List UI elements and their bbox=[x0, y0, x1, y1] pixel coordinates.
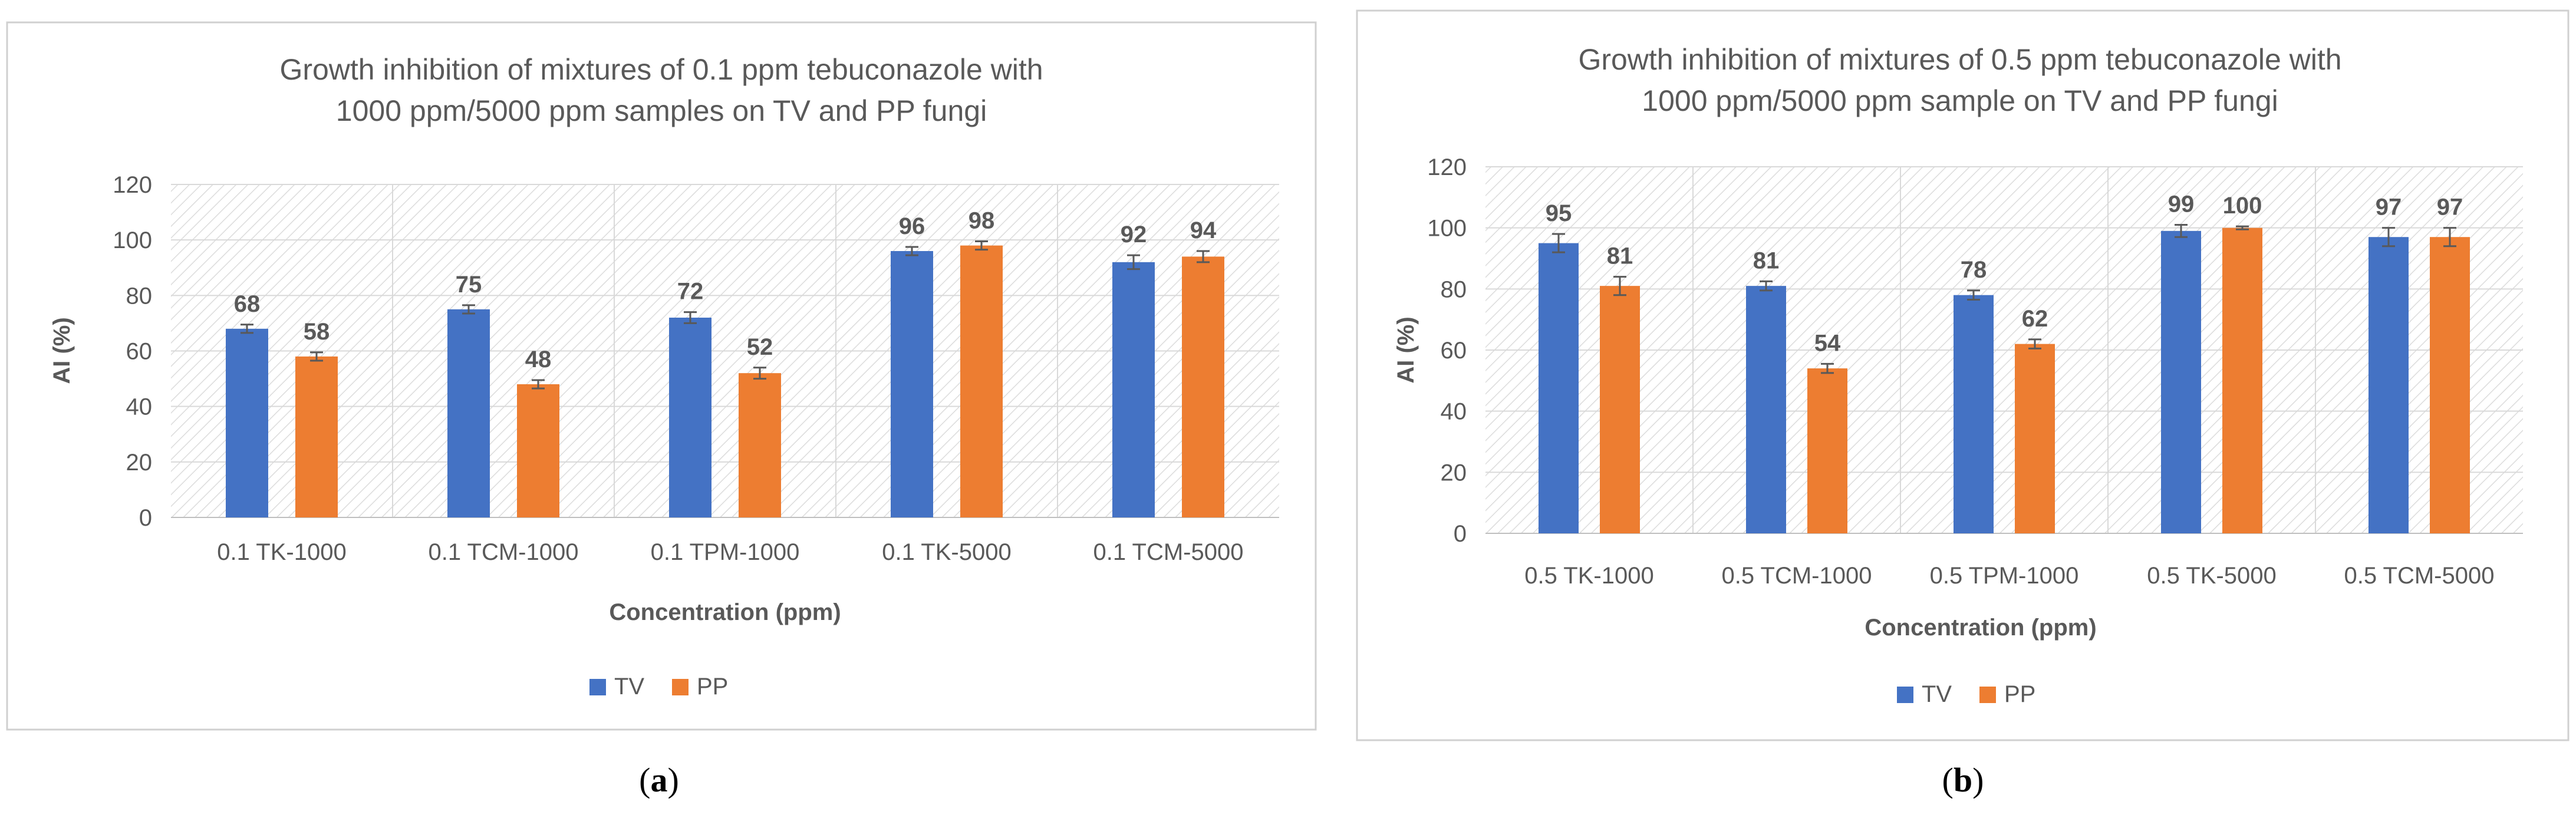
data-label: 54 bbox=[1814, 330, 1841, 356]
bar-pp bbox=[960, 245, 1003, 517]
gridlines bbox=[171, 184, 1279, 518]
caption-letter: b bbox=[1953, 761, 1973, 799]
data-label: 62 bbox=[2022, 306, 2048, 332]
data-label: 100 bbox=[2223, 193, 2262, 219]
data-label: 81 bbox=[1607, 243, 1633, 269]
category-labels: 0.5 TK-1000 0.5 TCM-1000 0.5 TPM-1000 0.5 T… bbox=[1524, 563, 2494, 589]
data-label: 97 bbox=[2376, 194, 2402, 220]
chart-title-line-2: 1000 ppm/5000 ppm sample on TV and PP fu… bbox=[1642, 84, 2278, 117]
legend-swatch-tv bbox=[589, 679, 606, 695]
bar-tv bbox=[891, 251, 933, 517]
bars: 95 81 81 54 78 62 99 100 97 97 bbox=[1539, 191, 2470, 534]
y-tick-label: 20 bbox=[1441, 460, 1467, 486]
data-label: 58 bbox=[304, 319, 330, 345]
caption-letter: a bbox=[650, 761, 668, 799]
category-label: 0.1 TPM-1000 bbox=[651, 539, 800, 565]
bar-pp bbox=[2015, 344, 2055, 533]
chart-title-line-1: Growth inhibition of mixtures of 0.1 ppm… bbox=[279, 53, 1043, 86]
data-label: 81 bbox=[1753, 248, 1780, 273]
bar-pp bbox=[1807, 368, 1847, 533]
bar-tv bbox=[669, 318, 711, 517]
bar-tv bbox=[447, 309, 490, 517]
data-label: 72 bbox=[677, 279, 704, 305]
category-label: 0.5 TPM-1000 bbox=[1930, 563, 2079, 589]
y-tick-label: 0 bbox=[139, 505, 152, 531]
bar-tv bbox=[2369, 237, 2409, 533]
data-label: 99 bbox=[2168, 191, 2195, 217]
category-label: 0.5 TCM-1000 bbox=[1722, 563, 1872, 589]
data-label: 52 bbox=[747, 334, 773, 360]
gridlines bbox=[1485, 166, 2523, 534]
category-labels: 0.1 TK-1000 0.1 TCM-1000 0.1 TPM-1000 0.1 T… bbox=[217, 539, 1243, 565]
legend-label-pp: PP bbox=[697, 674, 728, 700]
x-axis-label: Concentration (ppm) bbox=[609, 599, 841, 625]
y-tick-label: 100 bbox=[1427, 216, 1467, 242]
y-tick-label: 40 bbox=[126, 394, 153, 420]
y-tick-label: 60 bbox=[126, 339, 153, 365]
caption-a: (a) bbox=[639, 761, 679, 799]
chart-title-line-1: Growth inhibition of mixtures of 0.5 ppm… bbox=[1578, 43, 2341, 76]
y-tick-label: 120 bbox=[113, 172, 152, 198]
data-label: 68 bbox=[234, 291, 261, 317]
y-tick-label: 120 bbox=[1427, 154, 1467, 180]
category-label: 0.1 TK-1000 bbox=[217, 539, 346, 565]
bar-pp bbox=[1182, 256, 1224, 517]
legend-label-tv: TV bbox=[614, 674, 644, 700]
y-tick-label: 60 bbox=[1441, 338, 1467, 364]
y-axis-ticks: 0 20 40 60 80 100 120 bbox=[113, 172, 152, 531]
y-tick-label: 20 bbox=[126, 450, 153, 476]
legend: TV PP bbox=[1897, 681, 2035, 707]
category-label: 0.1 TK-5000 bbox=[882, 539, 1011, 565]
y-tick-label: 100 bbox=[113, 227, 152, 253]
data-label: 97 bbox=[2437, 194, 2463, 220]
chart-panel-a: Growth inhibition of mixtures of 0.1 ppm… bbox=[6, 21, 1317, 731]
legend-swatch-pp bbox=[1979, 687, 1996, 703]
bar-tv bbox=[1112, 262, 1155, 517]
bar-pp bbox=[739, 373, 781, 517]
y-tick-label: 80 bbox=[1441, 276, 1467, 302]
bar-pp bbox=[517, 384, 559, 517]
category-label: 0.5 TK-1000 bbox=[1524, 563, 1653, 589]
data-label: 92 bbox=[1121, 222, 1147, 248]
bars: 68 58 75 48 72 52 96 98 92 94 bbox=[226, 208, 1224, 517]
chart-panel-b: Growth inhibition of mixtures of 0.5 ppm… bbox=[1356, 9, 2570, 741]
data-label: 96 bbox=[899, 213, 925, 239]
legend-label-tv: TV bbox=[1922, 681, 1952, 707]
bar-tv bbox=[226, 328, 268, 517]
y-axis-label: AI (%) bbox=[1393, 316, 1419, 383]
data-label: 78 bbox=[1961, 257, 1987, 283]
category-label: 0.1 TCM-5000 bbox=[1093, 539, 1244, 565]
bar-pp bbox=[1600, 286, 1640, 533]
bar-pp bbox=[2430, 237, 2470, 533]
bar-tv bbox=[1746, 286, 1786, 533]
legend-label-pp: PP bbox=[2004, 681, 2035, 707]
bar-tv bbox=[1539, 243, 1579, 533]
caption-b: (b) bbox=[1942, 761, 1984, 799]
legend-swatch-tv bbox=[1897, 687, 1913, 703]
data-label: 95 bbox=[1546, 200, 1572, 226]
bar-pp bbox=[295, 356, 338, 517]
bar-pp bbox=[2222, 227, 2262, 534]
legend: TV PP bbox=[589, 674, 728, 700]
bar-tv bbox=[1954, 295, 1994, 533]
data-label: 98 bbox=[969, 208, 995, 234]
y-tick-label: 0 bbox=[1454, 521, 1467, 547]
legend-swatch-pp bbox=[672, 679, 689, 695]
category-label: 0.5 TK-5000 bbox=[2147, 563, 2276, 589]
data-label: 48 bbox=[525, 347, 552, 372]
y-axis-label: AI (%) bbox=[49, 317, 75, 384]
category-label: 0.5 TCM-5000 bbox=[2344, 563, 2495, 589]
x-axis-label: Concentration (ppm) bbox=[1865, 615, 2096, 641]
chart-title-line-2: 1000 ppm/5000 ppm samples on TV and PP f… bbox=[336, 94, 987, 127]
bar-tv bbox=[2161, 230, 2201, 534]
category-label: 0.1 TCM-1000 bbox=[429, 539, 579, 565]
y-axis-ticks: 0 20 40 60 80 100 120 bbox=[1427, 154, 1467, 547]
y-tick-label: 80 bbox=[126, 283, 153, 309]
data-label: 75 bbox=[456, 272, 482, 298]
y-tick-label: 40 bbox=[1441, 399, 1467, 425]
data-label: 94 bbox=[1190, 217, 1217, 243]
